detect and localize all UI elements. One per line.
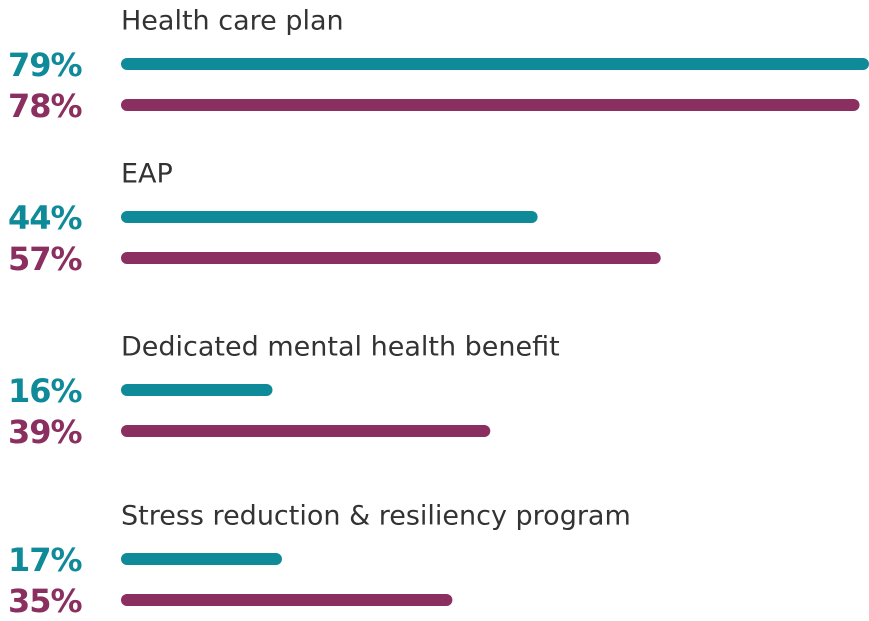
bar: [121, 594, 453, 606]
category-label: Stress reduction & resiliency program: [121, 501, 631, 532]
category-label: Dedicated mental health benefit: [121, 332, 560, 363]
bar: [121, 553, 282, 565]
value-label: 16%: [8, 372, 83, 410]
bar: [121, 58, 869, 70]
category-label: Health care plan: [121, 6, 344, 37]
bar: [121, 425, 491, 437]
value-label: 17%: [8, 541, 83, 579]
bar: [121, 384, 273, 396]
bar: [121, 99, 860, 111]
value-label: 57%: [8, 240, 83, 278]
value-label: 44%: [8, 199, 83, 237]
value-label: 79%: [8, 46, 83, 84]
value-label: 39%: [8, 413, 83, 451]
category-label: EAP: [121, 159, 173, 190]
value-label: 35%: [8, 582, 83, 620]
bar: [121, 211, 538, 223]
bar: [121, 252, 661, 264]
value-label: 78%: [8, 87, 83, 125]
